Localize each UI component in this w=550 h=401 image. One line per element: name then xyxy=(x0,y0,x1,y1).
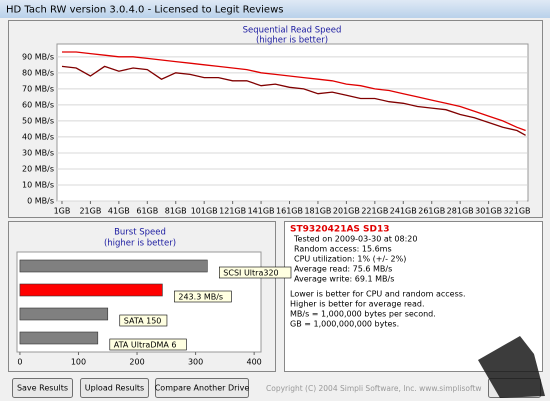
info-line: CPU utilization: 1% (+/- 2%) xyxy=(294,255,406,264)
button-label[interactable]: Compare Another Drive xyxy=(155,384,250,393)
y-tick-label: 50 MB/s xyxy=(22,116,54,125)
drive-name: ST9320421AS SD13 xyxy=(290,225,390,235)
x-tick-label: 0 xyxy=(17,358,22,367)
info-line: Average read: 75.6 MB/s xyxy=(294,265,392,274)
button-bg[interactable] xyxy=(155,378,249,398)
x-tick-label: 261GB xyxy=(418,207,445,216)
x-tick-label: 121GB xyxy=(219,207,246,216)
x-tick-label: 241GB xyxy=(390,207,417,216)
x-tick-label: 100 xyxy=(71,358,86,367)
x-tick-label: 300 xyxy=(188,358,203,367)
category-label: SCSI Ultra320 xyxy=(223,268,278,277)
x-tick-label: 141GB xyxy=(248,207,275,216)
x-tick-label: 81GB xyxy=(165,207,187,216)
label-box xyxy=(109,338,187,351)
title-bar xyxy=(0,0,550,18)
x-tick-label: 221GB xyxy=(361,207,388,216)
x-tick-label: 181GB xyxy=(304,207,331,216)
value-label: 243.3 MB/s xyxy=(178,292,223,301)
bar xyxy=(19,259,208,273)
copyright: Copyright (C) 2004 Simpli Software, Inc.… xyxy=(266,384,482,393)
info-line: Tested on 2009-03-30 at 08:20 xyxy=(293,235,417,244)
label-box xyxy=(219,266,292,279)
y-tick-label: 0 MB/s xyxy=(27,197,54,206)
line-series xyxy=(61,65,526,136)
info-panel xyxy=(284,221,543,372)
note-line: GB = 1,000,000,000 bytes. xyxy=(290,320,399,329)
y-tick-label: 60 MB/s xyxy=(22,100,54,109)
info-line: Average write: 69.1 MB/s xyxy=(294,275,394,284)
line-series xyxy=(62,51,526,132)
x-tick-label: 1GB xyxy=(54,207,71,216)
burst-title: Burst Speed xyxy=(114,228,166,238)
category-label: ATA UltraDMA 6 xyxy=(114,340,177,349)
y-tick-label: 40 MB/s xyxy=(22,132,54,141)
chart-title: Sequential Read Speed xyxy=(243,26,342,36)
label-box xyxy=(174,290,232,303)
y-tick-label: 10 MB/s xyxy=(22,180,54,189)
plot-area xyxy=(56,43,529,202)
chart-subtitle: (higher is better) xyxy=(256,36,328,46)
bar xyxy=(19,283,163,297)
button-label[interactable]: Upload Results xyxy=(85,384,144,393)
x-tick-label: 101GB xyxy=(191,207,218,216)
y-tick-label: 20 MB/s xyxy=(22,164,54,173)
x-tick-label: 301GB xyxy=(475,207,502,216)
note-line: Higher is better for average read. xyxy=(290,300,425,309)
y-tick-label: 70 MB/s xyxy=(22,84,54,93)
x-tick-label: 21GB xyxy=(79,207,101,216)
label-box xyxy=(119,314,168,327)
category-label: SATA 150 xyxy=(124,316,162,325)
button-bg[interactable] xyxy=(12,378,73,398)
x-tick-label: 41GB xyxy=(108,207,130,216)
note-line: Lower is better for CPU and random acces… xyxy=(290,290,465,299)
burst-subtitle: (higher is better) xyxy=(104,239,176,249)
bar xyxy=(19,307,109,321)
button-label[interactable]: Save Results xyxy=(17,384,68,393)
info-line: Random access: 15.6ms xyxy=(294,245,392,254)
note-line: MB/s = 1,000,000 bytes per second. xyxy=(290,310,436,319)
y-tick-label: 80 MB/s xyxy=(22,68,54,77)
window-title: HD Tach RW version 3.0.4.0 - Licensed to… xyxy=(6,5,283,16)
x-tick-label: 161GB xyxy=(276,207,303,216)
y-tick-label: 30 MB/s xyxy=(22,148,54,157)
x-tick-label: 200 xyxy=(129,358,144,367)
y-tick-label: 90 MB/s xyxy=(22,52,54,61)
x-tick-label: 201GB xyxy=(333,207,360,216)
x-tick-label: 281GB xyxy=(447,207,474,216)
x-tick-label: 321GB xyxy=(504,207,531,216)
x-tick-label: 400 xyxy=(247,358,262,367)
x-tick-label: 61GB xyxy=(136,207,158,216)
button-bg[interactable] xyxy=(80,378,149,398)
bar xyxy=(19,331,99,345)
watermark-logo xyxy=(478,336,545,398)
